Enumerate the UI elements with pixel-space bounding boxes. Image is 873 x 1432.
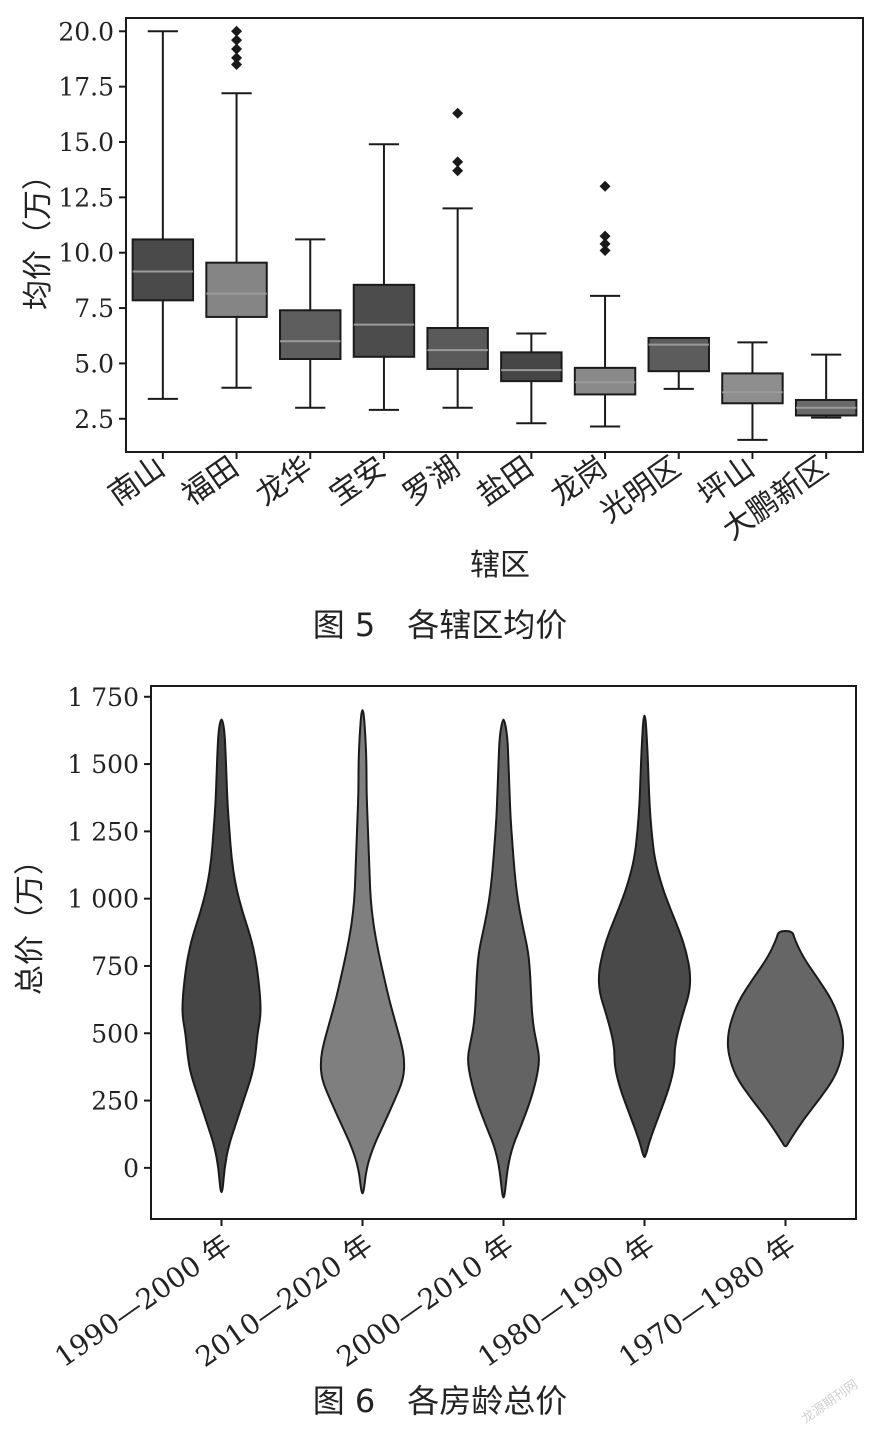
box-8 [647,336,710,390]
box-body [279,309,342,360]
violin-5 [726,929,845,1148]
box-x-tick-label: 光明区 [594,450,688,530]
violin-y-tick-label: 0 [123,1154,139,1183]
box-outlier [599,238,611,250]
violin-y-axis-title: 总价（万） [13,845,48,995]
box-y-tick-label: 10.0 [58,239,114,268]
box-body [647,336,710,373]
violin-y-tick-label: 1 250 [67,817,139,846]
box-body [426,327,489,370]
box-y-tick-label: 17.5 [58,73,114,102]
box-7 [573,180,637,428]
box-1 [131,30,195,400]
box-x-tick-label: 盐田 [471,450,540,513]
box-outlier [231,52,243,64]
box-3 [279,238,342,409]
box-outlier [231,43,243,55]
figure-5-caption: 图 5 各辖区均价 [313,606,568,644]
box-4 [352,143,416,411]
box-outlier [599,245,611,256]
box-y-tick-label: 12.5 [58,183,114,212]
violin-y-tick-label: 250 [91,1087,139,1116]
violin-3 [467,718,540,1199]
violin-y-axis-ticks: 0 250 500 750 1 000 1 250 1 500 1 750 [67,683,151,1183]
violin-marks [181,709,845,1199]
box-body [352,283,416,358]
violin-y-tick-label: 1 750 [67,683,139,712]
violin-y-tick-label: 1 500 [67,750,139,779]
violin-y-tick-label: 750 [91,952,139,981]
violin-1 [181,718,262,1194]
box-outlier [452,165,464,177]
violin-2 [319,709,406,1195]
box-outlier [452,107,464,119]
box-x-axis-title: 辖区 [470,548,530,583]
box-body [500,351,563,383]
violin-4 [597,714,692,1159]
box-9 [721,341,784,441]
box-body [205,261,268,318]
box-outlier [599,230,611,242]
box-5 [426,107,489,409]
box-y-axis-title: 均价（万） [21,160,56,310]
box-outlier [231,34,243,46]
box-x-tick-label: 福田 [176,450,245,513]
box-y-axis-ticks: 2.5 5.0 7.5 10.0 12.5 15.0 17.5 20.0 [58,17,126,434]
box-marks [131,25,858,441]
box-y-tick-label: 7.5 [74,294,114,323]
box-outlier [231,25,243,37]
box-outlier [231,59,243,70]
box-10 [794,353,858,419]
box-body [131,238,195,302]
box-x-tick-label: 宝安 [323,450,392,513]
violin-y-tick-label: 1 000 [67,885,139,914]
box-plot-frame [125,17,864,453]
box-x-tick-label: 罗湖 [397,450,466,513]
box-outlier [452,156,464,168]
district-price-boxplot: 2.5 5.0 7.5 10.0 12.5 15.0 17.5 20.0 南山 福田 龙华 宝安 罗湖… [21,17,864,644]
figure-6-caption: 图 6 各房龄总价 [313,1382,568,1420]
box-y-tick-label: 20.0 [58,17,114,46]
box-y-tick-label: 5.0 [74,349,114,378]
house-age-price-violin: 0 250 500 750 1 000 1 250 1 500 1 750 1990—2000… [13,683,857,1420]
box-2 [205,25,268,389]
violin-y-tick-label: 500 [91,1019,139,1048]
box-6 [500,332,563,425]
box-body [573,366,637,396]
box-y-tick-label: 2.5 [74,405,114,434]
box-outlier [599,180,611,192]
box-x-tick-label: 龙华 [250,450,319,513]
box-x-tick-label: 南山 [102,450,171,513]
box-y-tick-label: 15.0 [58,128,114,157]
box-body [721,372,784,405]
watermark: 龙源期刊网 [799,1377,861,1427]
